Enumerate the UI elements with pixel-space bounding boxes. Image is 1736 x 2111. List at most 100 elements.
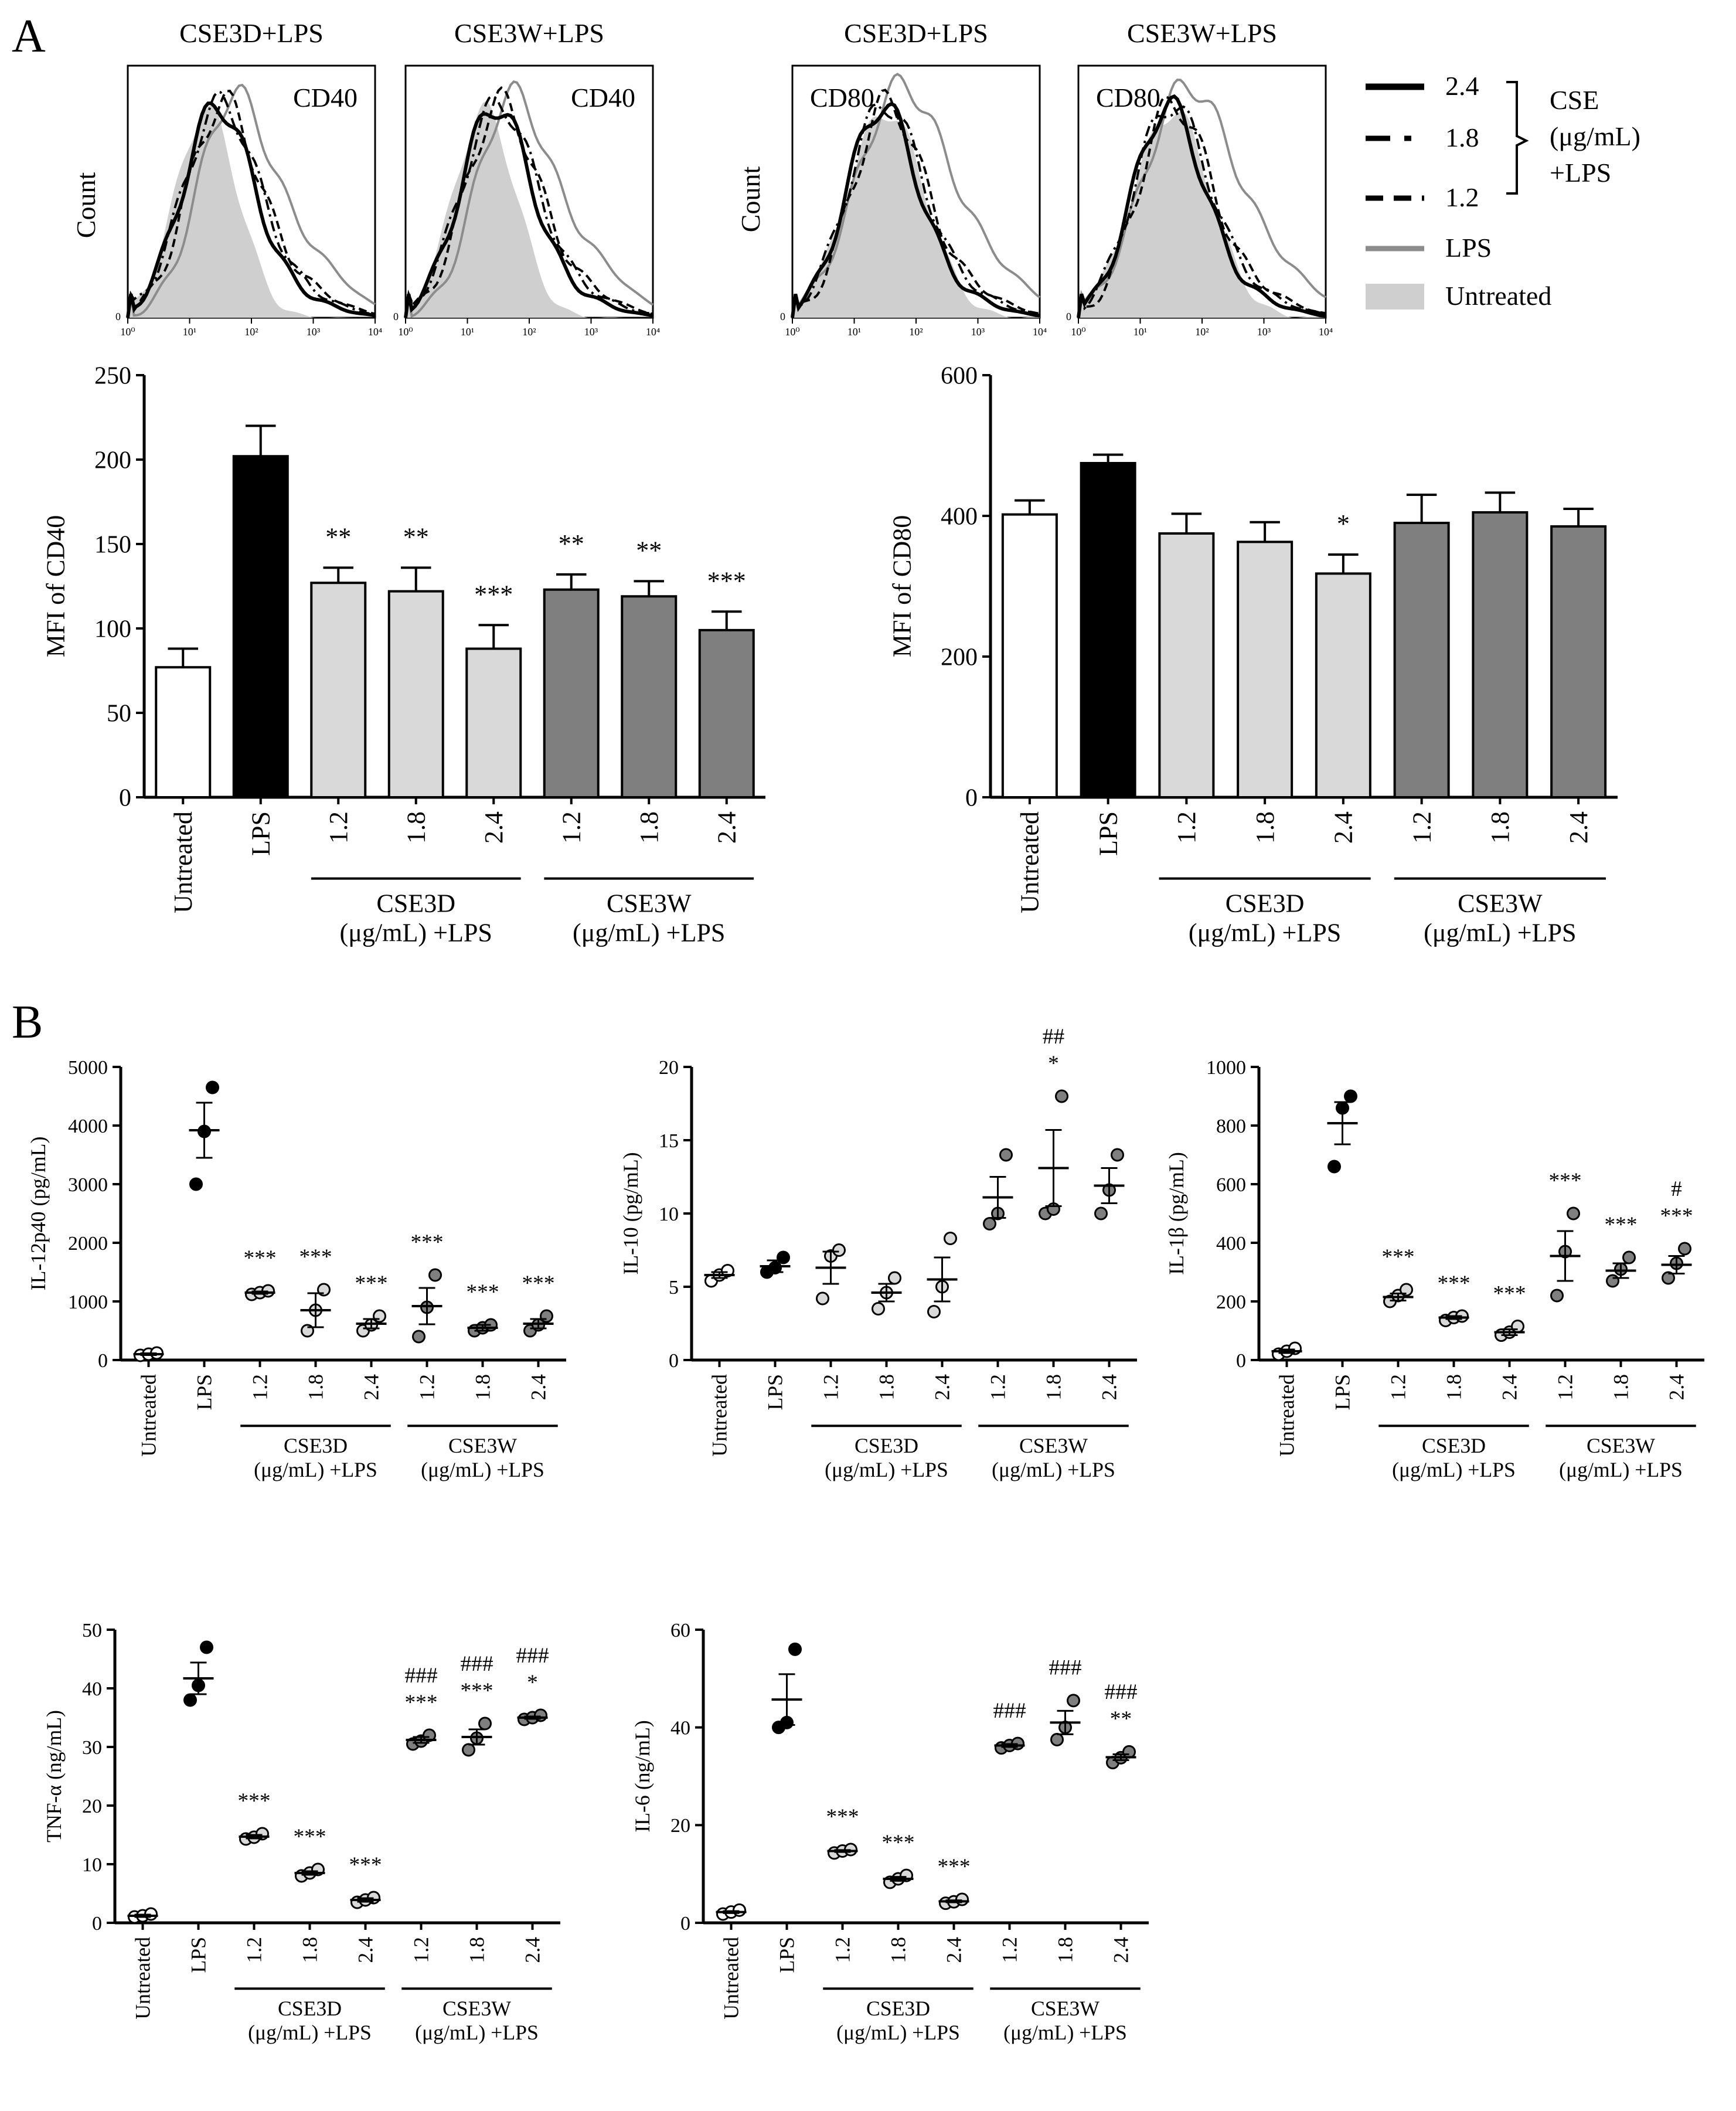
- data-point: [1567, 1206, 1580, 1221]
- x-tick-label: 1.2: [1553, 1374, 1577, 1400]
- x-tick-label: 1.2: [1407, 811, 1436, 844]
- group-unit-label: (μg/mL) +LPS: [1392, 1458, 1516, 1481]
- y-tick-label: 0: [669, 1350, 679, 1372]
- x-tick-label: 1.8: [1609, 1374, 1632, 1400]
- histogram-tick-label: 10³: [584, 326, 598, 338]
- group-unit-label: (μg/mL) +LPS: [1424, 919, 1576, 947]
- x-tick-label: 1.8: [1251, 811, 1279, 844]
- group-unit-label: (μg/mL) +LPS: [254, 1458, 377, 1481]
- significance-label: ***: [1493, 1281, 1526, 1306]
- significance-label: ***: [1381, 1245, 1414, 1269]
- histogram-tick-label: 10⁴: [1319, 326, 1333, 338]
- histogram-tick-label: 10⁰: [120, 326, 135, 338]
- significance-label: ###: [993, 1699, 1026, 1723]
- x-tick-label: 2.4: [1097, 1374, 1121, 1400]
- data-point: [478, 1716, 492, 1731]
- data-point: [888, 1271, 901, 1285]
- data-point: [1606, 1274, 1619, 1288]
- significance-label: **: [1110, 1707, 1132, 1731]
- group-unit-label: (μg/mL) +LPS: [836, 2021, 960, 2044]
- x-tick-label: 1.8: [1053, 1937, 1077, 1963]
- data-point: [733, 1903, 746, 1917]
- histogram-title: CSE3W+LPS: [1127, 18, 1277, 48]
- data-point: [206, 1080, 219, 1094]
- x-tick-label: Untreated: [137, 1374, 160, 1457]
- y-axis-label: IL-1β (pg/mL): [1165, 1152, 1188, 1274]
- chart-cd80: 0 200 400 600 MFI of CD80 Untreated LPS 1.2 1.8 2…: [888, 363, 1618, 947]
- histogram-cd40-cse3d: CSE3D+LPS CD40 Count 10⁰ 10¹ 10² 10³ 10⁴ 0: [71, 18, 382, 338]
- y-tick-label: 30: [82, 1737, 102, 1759]
- y-axis-label: TNF-α (ng/mL): [42, 1710, 66, 1843]
- brace: [1506, 81, 1529, 195]
- histogram-tick-label: 10⁴: [646, 326, 660, 338]
- histogram-marker: CD80: [810, 83, 874, 113]
- x-tick-label: LPS: [192, 1374, 216, 1410]
- data-point: [412, 1330, 426, 1344]
- x-tick-label: 2.4: [1329, 811, 1358, 844]
- group-unit-label: (μg/mL) +LPS: [1003, 2021, 1127, 2044]
- significance-label: ***: [299, 1245, 332, 1269]
- significance-label: ***: [937, 1855, 970, 1879]
- significance-label: **: [636, 536, 662, 565]
- bar: [621, 595, 678, 799]
- histogram-tick-label: 10⁰: [1071, 326, 1085, 338]
- histogram-tick-label: 10¹: [847, 326, 861, 338]
- x-tick-label: LPS: [1330, 1374, 1354, 1410]
- bar: [1472, 511, 1529, 798]
- histogram-zero-label: 0: [115, 311, 121, 322]
- x-tick-label: 2.4: [353, 1937, 377, 1963]
- x-tick-label: 1.8: [1442, 1374, 1465, 1400]
- significance-label: **: [325, 523, 351, 552]
- chart-tnfa: 0 10 20 30 40 50 TNF-α (ng/mL) Untreated LPS 1.2 1…: [42, 1620, 560, 2044]
- group-label: CSE3W: [1587, 1434, 1655, 1457]
- y-tick-label: 10: [659, 1204, 679, 1225]
- data-point: [462, 1743, 475, 1757]
- brace-label-line1: CSE: [1550, 85, 1599, 115]
- bar: [1315, 572, 1371, 799]
- x-tick-label: 1.8: [298, 1937, 321, 1963]
- group-unit-label: (μg/mL) +LPS: [1559, 1458, 1683, 1481]
- histogram-zero-label: 0: [1066, 311, 1071, 322]
- x-tick-label: 2.4: [520, 1937, 544, 1963]
- chart-il6: 0 20 40 60 IL-6 (ng/mL) Untreated LPS 1.2 1.8 2.4…: [631, 1620, 1149, 2044]
- y-tick-label: 1000: [1206, 1057, 1246, 1079]
- group-unit-label: (μg/mL) +LPS: [825, 1458, 948, 1481]
- x-tick-label: 1.8: [874, 1374, 898, 1400]
- y-axis-label: MFI of CD80: [888, 515, 917, 658]
- brace-label-line2: (μg/mL): [1550, 121, 1640, 151]
- x-tick-label: 1.2: [819, 1374, 842, 1400]
- histogram-2.4-line: [404, 112, 653, 318]
- legend-label-lps: LPS: [1445, 233, 1492, 263]
- y-tick-label: 800: [1216, 1116, 1246, 1137]
- histogram-tick-label: 10³: [307, 326, 321, 338]
- x-tick-label: 2.4: [712, 811, 741, 844]
- data-point: [189, 1177, 203, 1191]
- x-tick-label: 2.4: [1564, 811, 1593, 844]
- x-tick-label: 1.2: [242, 1937, 265, 1963]
- significance-label: ***: [293, 1825, 326, 1849]
- data-point: [927, 1305, 941, 1318]
- x-tick-label: 1.8: [635, 811, 663, 844]
- group-label: CSE3W: [607, 889, 692, 917]
- bar: [1237, 541, 1294, 799]
- significance-label: ***: [881, 1831, 914, 1855]
- data-point: [428, 1268, 442, 1282]
- significance-label: ###: [1049, 1656, 1081, 1680]
- x-tick-label: Untreated: [1016, 811, 1044, 913]
- significance-label: #: [1671, 1177, 1682, 1201]
- histogram-tick-label: 10¹: [1133, 326, 1147, 338]
- x-tick-label: Untreated: [719, 1937, 743, 2020]
- histogram-panels: CSE3D+LPS CD40 Count 10⁰ 10¹ 10² 10³ 10⁴ 0 CS…: [71, 18, 1333, 338]
- data-point: [1094, 1206, 1108, 1221]
- x-tick-label: 2.4: [1109, 1937, 1132, 1963]
- data-point: [999, 1148, 1013, 1162]
- significance-label: ***: [355, 1272, 387, 1296]
- y-tick-label: 4000: [68, 1116, 108, 1137]
- legend: 2.4 1.8 1.2 CSE (μg/mL) +LPS LPS Untreat…: [1366, 71, 1640, 311]
- significance-label: ***: [1604, 1213, 1637, 1237]
- legend-label-1.2: 1.2: [1445, 182, 1479, 212]
- data-point: [373, 1309, 386, 1323]
- y-tick-label: 1000: [68, 1291, 108, 1313]
- bar: [543, 588, 600, 798]
- histogram-tick-label: 10¹: [183, 326, 196, 338]
